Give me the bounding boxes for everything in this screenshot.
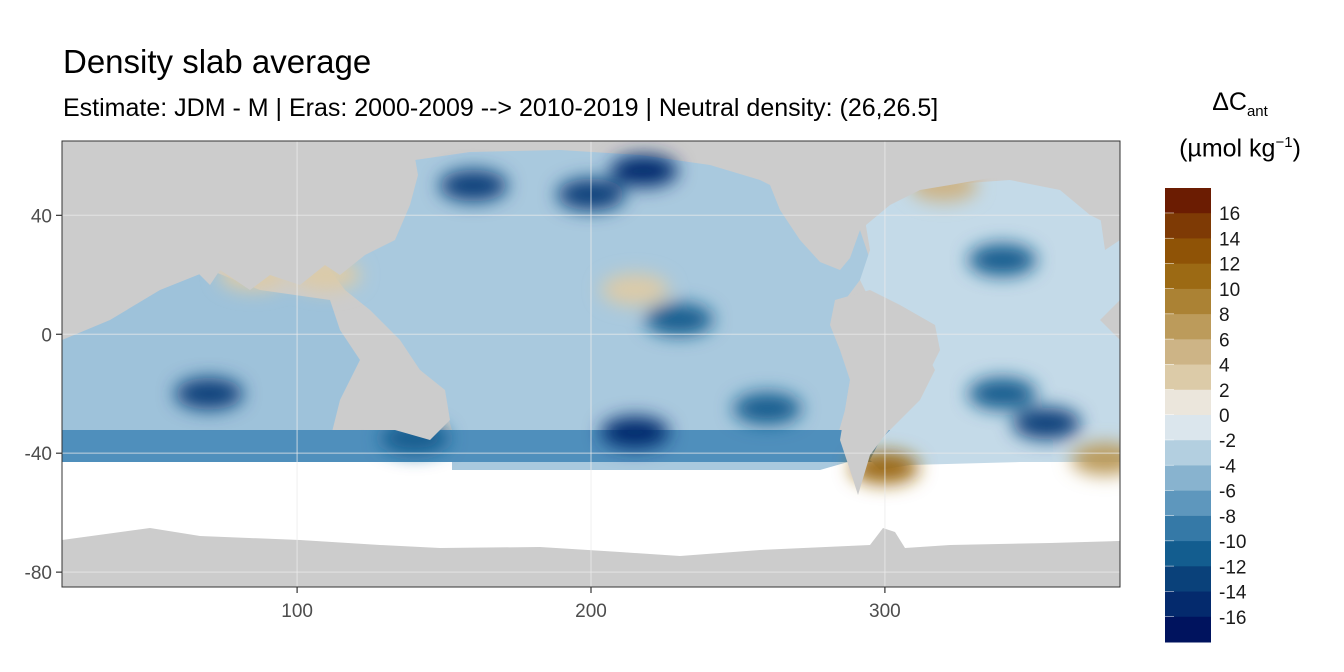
legend-label-13: -10 [1219,532,1246,553]
y-tick-label--80: -80 [25,563,52,584]
legend-label-6: 4 [1219,356,1230,377]
legend-label-7: 2 [1219,381,1230,402]
x-tick-label-200: 200 [575,601,607,622]
grid-lines [62,141,1120,587]
legend-swatch-4 [1165,288,1211,315]
legend-unit-sup: −1 [1275,134,1293,151]
legend-label-15: -14 [1219,583,1247,604]
legend-label-11: -6 [1219,482,1236,503]
chart-subtitle: Estimate: JDM - M | Eras: 2000-2009 --> … [63,94,939,122]
legend-swatch-16 [1165,591,1211,618]
legend-label-1: 14 [1219,229,1241,250]
legend-label-4: 8 [1219,305,1230,326]
legend-swatch-9 [1165,415,1211,441]
pacific-ocean [330,150,870,470]
y-tick-label--40: -40 [25,444,52,465]
legend-title-main: ΔC [1212,88,1247,116]
land-australia [345,370,450,440]
legend-unit: (µmol kg−1) [1150,134,1330,163]
legend-swatch-11 [1165,465,1211,492]
hotspot-7 [968,377,1037,410]
hotspot-9 [968,243,1037,276]
legend-swatch-13 [1165,515,1211,542]
hotspot-8 [1012,407,1081,440]
legend-swatch-0 [1165,188,1211,214]
legend-swatch-2 [1165,238,1211,265]
legend-label-12: -8 [1219,507,1236,528]
indian-ocean [62,270,360,462]
hotspot-2 [609,154,678,187]
hotspot-4 [174,377,243,410]
legend-label-14: -12 [1219,557,1246,578]
hotspot-14 [1071,443,1120,476]
legend-title-sub: ant [1246,103,1268,120]
atlantic-ocean [860,180,1120,470]
legend-label-2: 12 [1219,255,1240,276]
legend-swatch-5 [1165,314,1211,340]
legend-swatch-1 [1165,213,1211,239]
legend-unit-close: ) [1292,134,1301,163]
legend-swatch-17 [1165,616,1211,643]
legend-colorbar: 16 14 12 10 8 6 4 2 0 -2 -4 -6 -8 -10 -12 -14 -16 [1165,188,1247,643]
land-europe-africa [1075,141,1120,250]
ocean-layer [62,141,1120,587]
legend-label-5: 6 [1219,330,1230,351]
hotspot-5 [601,416,670,449]
hotspot-6 [733,392,802,425]
legend-swatch-7 [1165,364,1211,391]
legend-label-9: -2 [1219,431,1236,452]
legend-swatch-12 [1165,490,1211,517]
legend-label-10: -4 [1219,456,1236,477]
legend-label-3: 10 [1219,280,1240,301]
hotspot-12 [601,273,670,306]
hotspot-0 [439,169,508,202]
legend-label-8: 0 [1219,406,1230,427]
legend-swatch-14 [1165,541,1211,567]
y-tick-label-0: 0 [41,325,52,346]
legend-label-0: 16 [1219,204,1240,225]
legend-swatch-10 [1165,440,1211,466]
x-axis: 100 200 300 [281,587,901,622]
land-africa-east [62,245,130,320]
land-north-america [760,141,1120,270]
x-tick-label-300: 300 [869,601,901,622]
x-tick-label-100: 100 [281,601,313,622]
chart-title: Density slab average [63,43,372,80]
legend-title: ΔCant [1150,88,1330,120]
legend-label-16: -16 [1219,608,1246,629]
y-axis: 40 0 -40 -80 [25,206,62,584]
legend-swatch-3 [1165,263,1211,290]
hotspot-3 [645,303,714,336]
legend-swatch-15 [1165,566,1211,593]
legend-swatch-6 [1165,339,1211,366]
y-tick-label-40: 40 [31,206,52,227]
land-africa-west [1100,300,1120,340]
legend-unit-open: (µmol kg [1179,134,1276,163]
legend-swatch-8 [1165,389,1211,416]
